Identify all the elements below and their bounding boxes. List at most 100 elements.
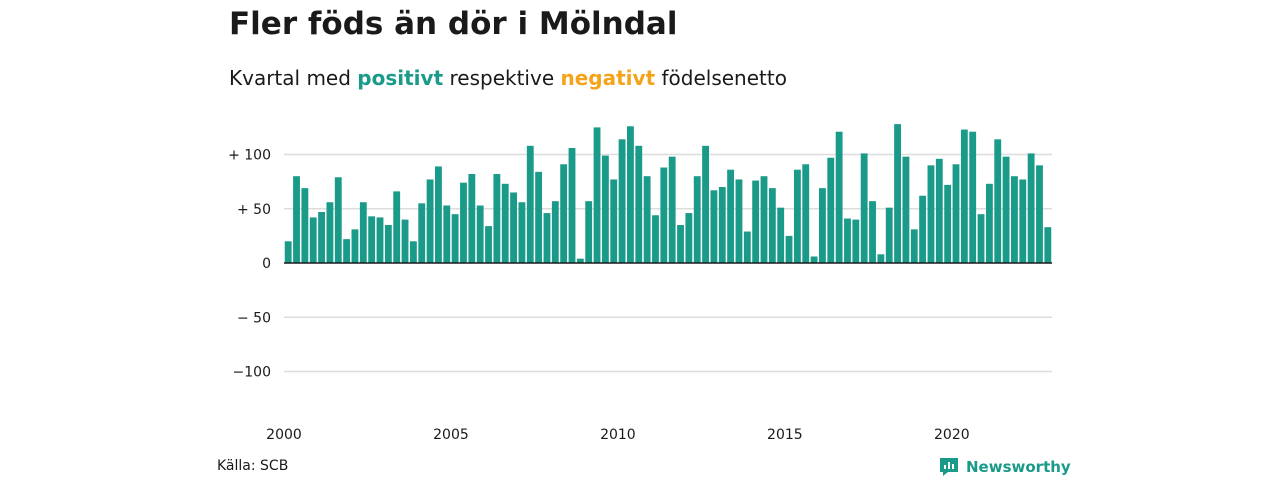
bar	[376, 217, 384, 263]
bar	[568, 147, 576, 263]
bar	[727, 169, 735, 263]
bars	[284, 124, 1052, 264]
bar	[935, 158, 943, 263]
bar	[1036, 165, 1043, 263]
bar	[702, 145, 709, 263]
bar	[585, 201, 593, 263]
bar	[368, 216, 376, 263]
bar	[627, 126, 634, 263]
bar	[910, 229, 918, 263]
x-tick-label: 2005	[433, 427, 469, 443]
subtitle-positive: positivt	[357, 66, 444, 90]
bar	[677, 225, 684, 263]
bar	[401, 219, 409, 263]
bar	[643, 176, 651, 263]
bar	[635, 145, 643, 263]
subtitle-middle: respektive	[449, 66, 555, 90]
bar	[735, 179, 743, 263]
bar	[652, 215, 659, 263]
bar	[326, 202, 334, 263]
bar	[343, 239, 351, 263]
bar	[1002, 156, 1010, 263]
bar	[660, 167, 668, 263]
bar	[793, 169, 801, 263]
x-tick-label: 2010	[600, 427, 636, 443]
bar	[576, 258, 584, 263]
bar	[952, 164, 960, 263]
bar	[785, 235, 793, 263]
bar	[501, 183, 509, 263]
bar	[693, 176, 701, 263]
bar	[752, 180, 760, 263]
bar	[526, 145, 534, 263]
bar	[819, 188, 826, 263]
bar	[768, 188, 776, 263]
bar	[927, 165, 935, 263]
bar	[334, 177, 342, 263]
bar	[485, 226, 492, 263]
bar	[351, 229, 359, 263]
bar	[760, 176, 768, 263]
brand-name: Newsworthy	[966, 458, 1071, 476]
bar	[435, 166, 442, 263]
bar	[977, 214, 985, 263]
bar	[685, 213, 693, 263]
gridlines	[284, 153, 1052, 373]
bar	[551, 201, 559, 263]
bar	[810, 256, 818, 263]
brand: Newsworthy	[938, 456, 1071, 478]
bar	[869, 201, 876, 263]
bar	[601, 155, 609, 263]
bar	[510, 192, 517, 263]
source-note: Källa: SCB	[217, 458, 289, 474]
chart-title: Fler föds än dör i Mölndal	[229, 6, 678, 42]
bar	[835, 131, 843, 263]
bar	[359, 202, 367, 263]
bar	[902, 156, 910, 263]
chart-subtitle: Kvartal med positivt respektive negativt…	[229, 66, 787, 90]
bar	[718, 187, 726, 263]
subtitle-suffix: födelsenetto	[661, 66, 787, 90]
bar	[827, 157, 835, 263]
y-tick-label: + 100	[228, 148, 271, 164]
bar	[301, 188, 309, 263]
bar	[293, 176, 300, 263]
bar	[560, 164, 568, 263]
bar	[318, 212, 325, 263]
subtitle-negative: negativt	[560, 66, 656, 90]
bar	[409, 241, 417, 263]
bar	[960, 129, 968, 263]
bar	[468, 174, 476, 263]
bar	[1011, 176, 1018, 263]
bar	[610, 179, 618, 263]
bar	[618, 139, 626, 263]
bar	[877, 254, 885, 263]
bar	[493, 174, 501, 263]
bar	[994, 139, 1002, 263]
y-tick-label: + 50	[237, 202, 271, 218]
bar	[518, 202, 526, 263]
bar	[284, 241, 292, 263]
bar	[985, 183, 993, 263]
bar	[418, 203, 426, 263]
bar	[743, 231, 751, 263]
bar	[384, 225, 392, 263]
bar	[593, 127, 601, 263]
bar	[393, 191, 401, 263]
bar	[969, 131, 977, 263]
bar	[443, 205, 451, 263]
y-tick-label: 0	[262, 256, 271, 272]
bar	[710, 190, 718, 263]
bar	[860, 153, 868, 263]
bar	[1044, 227, 1052, 263]
bar	[460, 182, 467, 263]
y-tick-label: −100	[233, 365, 271, 381]
axes: + 100 + 50 0 − 50 −100 2000 2005 2010 2015 2020	[228, 148, 1052, 443]
bar	[309, 217, 317, 263]
bar	[844, 218, 851, 263]
x-tick-label: 2020	[934, 427, 970, 443]
bar	[426, 179, 434, 263]
bar	[894, 124, 901, 264]
x-tick-label: 2015	[767, 427, 803, 443]
subtitle-prefix: Kvartal med	[229, 66, 351, 90]
